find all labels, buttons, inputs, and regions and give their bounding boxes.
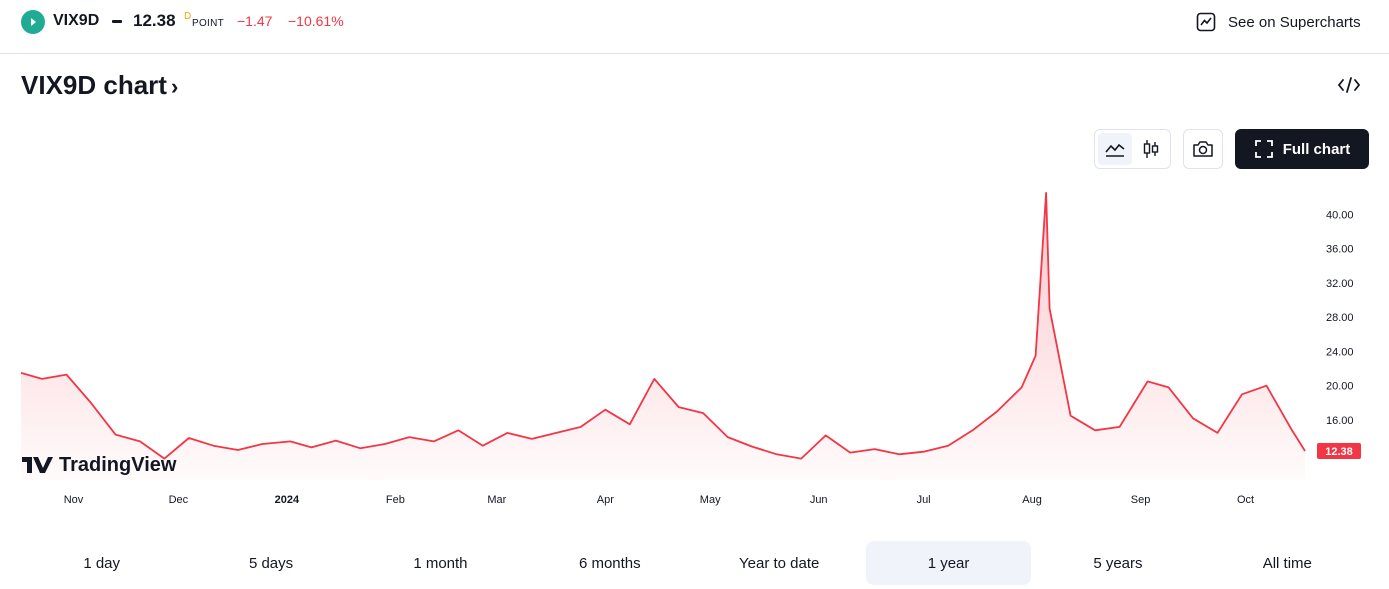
candlestick-chart-button[interactable] (1134, 133, 1168, 165)
x-tick-label: Mar (487, 494, 506, 506)
tradingview-logo[interactable]: TradingView (22, 454, 177, 476)
y-tick-label: 36.00 (1326, 244, 1354, 256)
see-on-supercharts-link[interactable]: See on Supercharts (1196, 11, 1361, 33)
area-chart-icon (1105, 143, 1125, 157)
x-tick-label: 2024 (275, 494, 300, 506)
line-chart-button[interactable] (1098, 133, 1132, 165)
chevron-right-icon: › (170, 73, 179, 99)
full-chart-button[interactable]: Full chart (1235, 129, 1369, 169)
range-tab-1-year[interactable]: 1 year (865, 541, 1032, 585)
range-tab-5-days[interactable]: 5 days (248, 554, 294, 572)
range-tab-6-months[interactable]: 6 months (578, 554, 641, 572)
chart-title-text: VIX9D chart (21, 70, 167, 100)
x-tick-label: Jul (917, 494, 931, 506)
tradingview-logo-icon (22, 457, 53, 473)
symbol-name[interactable]: VIX9D (53, 12, 100, 29)
separator-dash (112, 20, 122, 23)
range-tab-1-month[interactable]: 1 month (413, 554, 468, 572)
x-tick-label: Oct (1237, 494, 1254, 506)
supercharts-label: See on Supercharts (1228, 13, 1361, 31)
full-chart-label: Full chart (1282, 140, 1351, 158)
y-tick-label: 28.00 (1326, 312, 1354, 324)
series-area-fill (21, 192, 1305, 480)
fullscreen-icon (1254, 140, 1273, 158)
tradingview-logo-text: TradingView (59, 454, 177, 476)
snapshot-button[interactable] (1183, 129, 1223, 169)
range-tab-1-day[interactable]: 1 day (83, 554, 121, 572)
x-tick-label: Feb (386, 494, 405, 506)
range-tab-5-years[interactable]: 5 years (1093, 554, 1143, 572)
price-chart[interactable]: 16.00 20.00 24.00 28.00 32.00 36.00 40.00 Nov D… (0, 180, 1389, 520)
x-tick-label: Jun (810, 494, 828, 506)
x-tick-label: May (700, 494, 721, 506)
last-price-badge (1317, 443, 1361, 459)
chart-title[interactable]: VIX9D chart › (21, 70, 178, 101)
symbol-header: VIX9D 12.38 D POINT −1.47 −10.61% See on… (0, 0, 1389, 54)
y-tick-label: 32.00 (1326, 278, 1354, 290)
x-tick-label: Aug (1022, 494, 1042, 506)
x-tick-label: Dec (169, 494, 189, 506)
y-tick-label: 16.00 (1326, 415, 1354, 427)
time-range-tabs: 1 day 5 days 1 month 6 months Year to date 1 … (17, 541, 1372, 585)
price-unit: POINT (192, 18, 225, 29)
last-price: 12.38 (133, 11, 176, 30)
range-tab-all-time[interactable]: All time (1262, 554, 1312, 572)
x-tick-label: Sep (1131, 494, 1151, 506)
price-change: −1.47 (237, 13, 273, 29)
embed-code-button[interactable] (1335, 73, 1363, 97)
candlestick-icon (1143, 140, 1159, 158)
chart-style-toggle (1094, 129, 1171, 169)
x-tick-label: Nov (64, 494, 84, 506)
supercharts-icon (1196, 12, 1216, 32)
series-line (20, 192, 1306, 460)
y-tick-label: 20.00 (1326, 381, 1354, 393)
price-change-percent: −10.61% (288, 13, 344, 29)
camera-icon (1193, 141, 1213, 157)
code-icon (1337, 77, 1361, 93)
x-tick-label: Apr (597, 494, 614, 506)
range-tab-year-to-date[interactable]: Year to date (739, 554, 820, 572)
y-tick-label: 40.00 (1326, 209, 1354, 221)
symbol-logo-icon (21, 10, 45, 34)
y-tick-label: 24.00 (1326, 346, 1354, 358)
last-price-label: 12.38 (1325, 446, 1353, 458)
delayed-flag: D (184, 11, 192, 22)
